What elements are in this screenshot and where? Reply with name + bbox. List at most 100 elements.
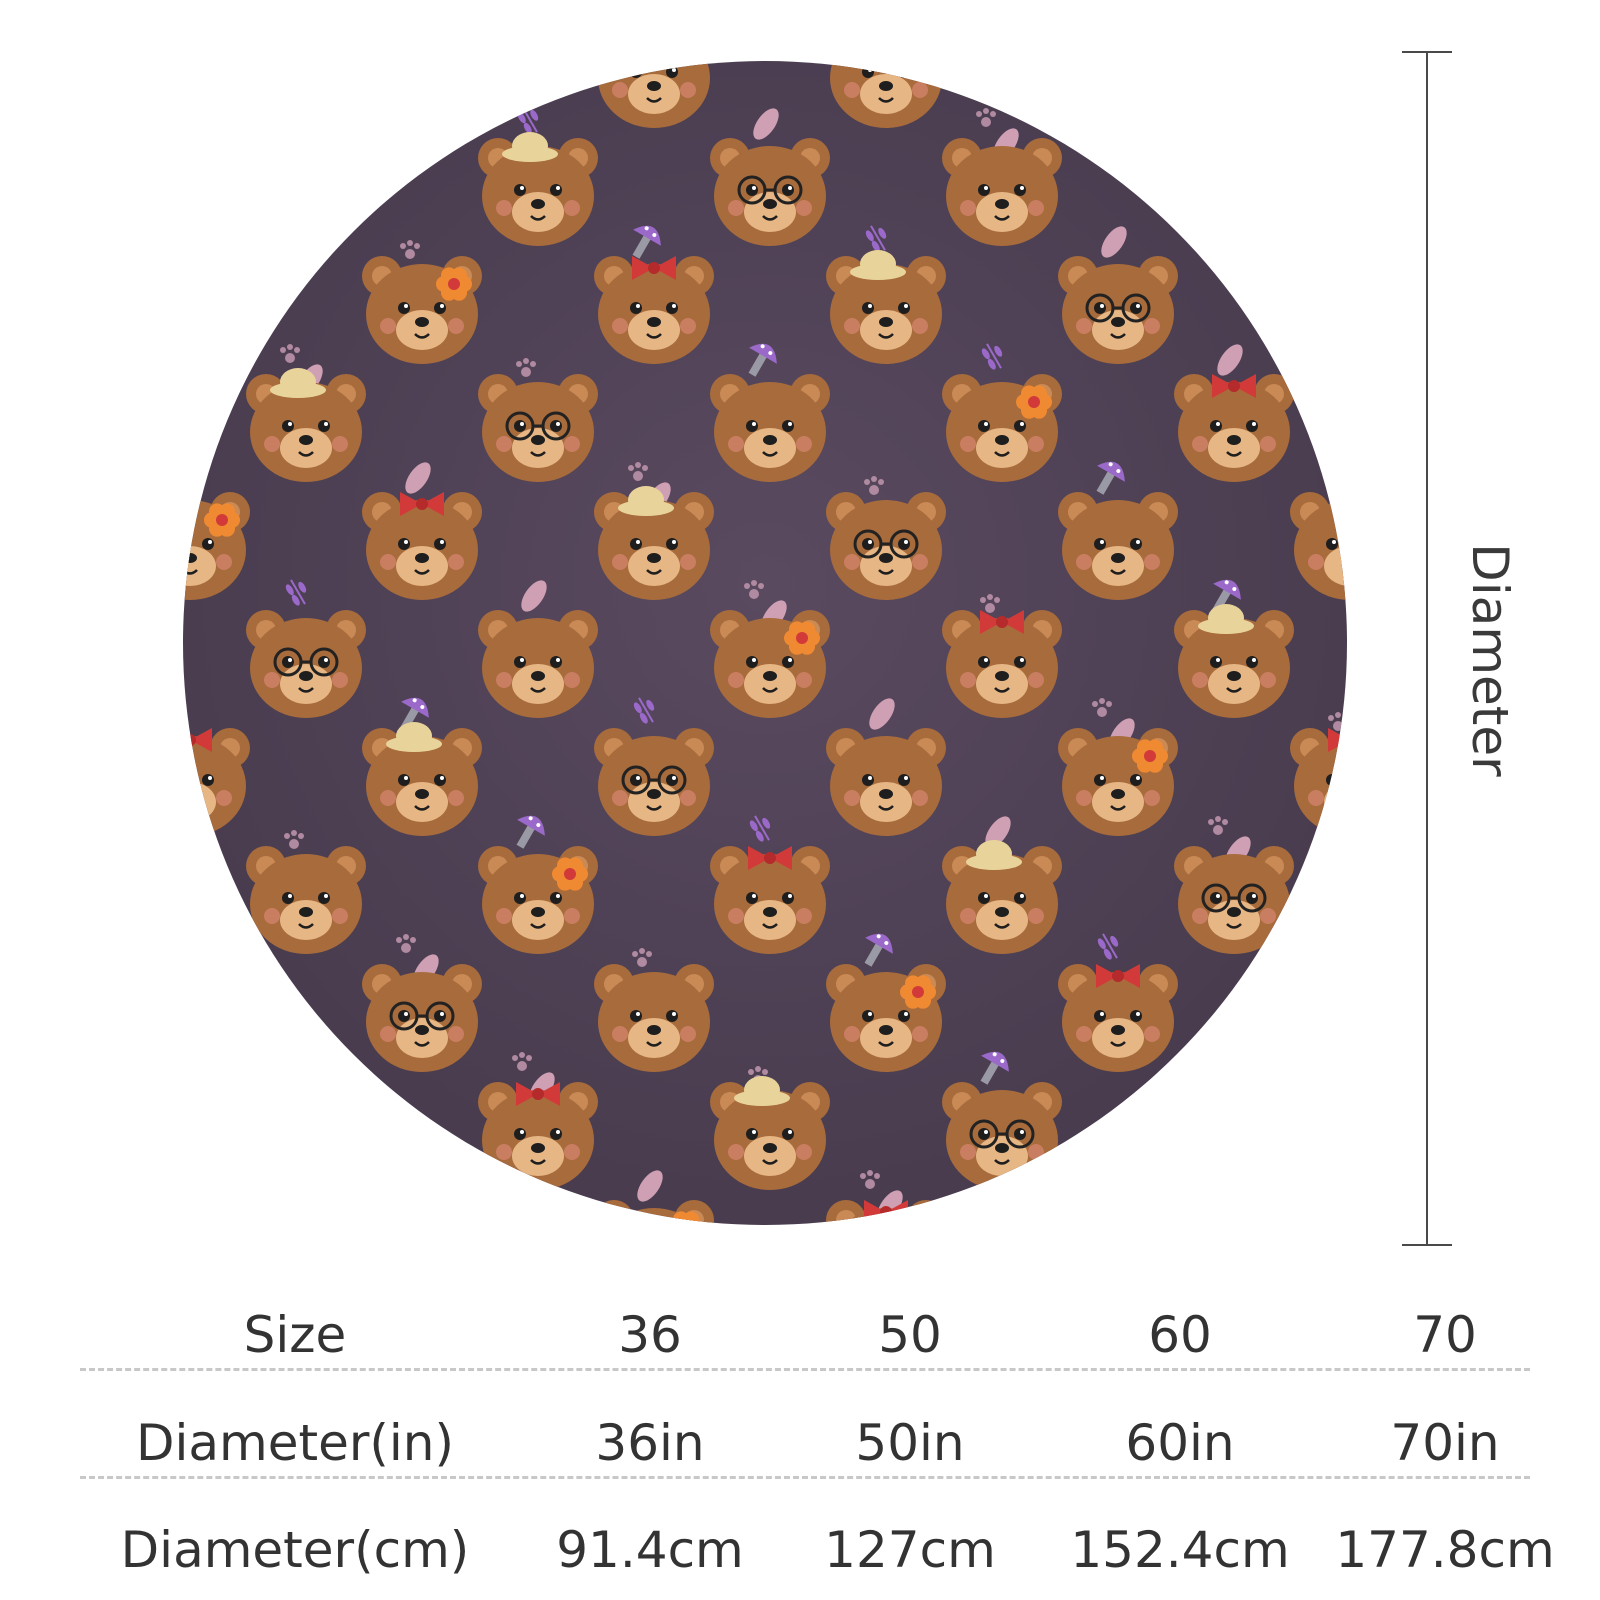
- glasses-icon: [621, 765, 687, 795]
- size-value: 60: [1148, 1306, 1212, 1364]
- bow-icon: [1328, 728, 1347, 752]
- mushroom-icon: [748, 343, 777, 377]
- bear-face-icon: [1174, 604, 1294, 718]
- paw-print-icon: [1208, 816, 1228, 835]
- flower-icon: [1016, 385, 1052, 419]
- size-value: 50: [878, 1306, 942, 1364]
- sprig-icon: [401, 1169, 423, 1196]
- paw-print-icon: [183, 715, 188, 721]
- hat-icon: [966, 840, 1022, 870]
- bear-face-icon: [594, 256, 714, 364]
- sprig-icon: [1329, 461, 1347, 488]
- leaf-icon: [289, 1052, 315, 1084]
- glasses-icon: [273, 647, 339, 677]
- bear-face-icon: [478, 846, 598, 954]
- bear-face-icon: [246, 610, 366, 718]
- mushroom-icon: [1328, 1169, 1347, 1203]
- bear-face-icon: [183, 958, 250, 1072]
- flower-icon: [204, 503, 240, 537]
- paw-print-icon: [744, 580, 764, 599]
- bear-face-icon: [1058, 964, 1178, 1072]
- bear-face-icon: [1294, 61, 1347, 128]
- sprig-icon: [633, 697, 655, 724]
- table-divider: [80, 1476, 1530, 1479]
- leaf-icon: [183, 934, 199, 966]
- bow-icon: [284, 138, 328, 162]
- flower-icon: [1248, 149, 1284, 183]
- bear-face-icon: [366, 61, 478, 128]
- paw-print-icon: [864, 476, 884, 495]
- diameter-label: Diameter: [1461, 543, 1519, 777]
- bear-face-icon: [826, 250, 946, 364]
- glasses-icon: [1317, 61, 1347, 87]
- bear-face-icon: [710, 610, 830, 718]
- bear-face-icon: [1174, 846, 1294, 954]
- bear-face-icon: [1290, 492, 1347, 600]
- diameter-cm-value: 127cm: [824, 1521, 996, 1579]
- bear-face-icon: [942, 138, 1062, 246]
- bear-face-icon: [1290, 1200, 1347, 1225]
- glasses-icon: [505, 411, 571, 441]
- leaf-icon: [521, 580, 547, 612]
- bear-face-icon: [1174, 374, 1294, 482]
- bear-face-icon: [1174, 138, 1294, 246]
- leaf-icon: [869, 698, 895, 730]
- sprig-icon: [1097, 933, 1119, 960]
- mushroom-icon: [183, 1169, 197, 1203]
- bear-face-icon: [826, 728, 946, 836]
- hat-icon: [183, 958, 210, 988]
- bear-face-icon: [942, 374, 1062, 482]
- sprig-icon: [183, 461, 191, 488]
- diameter-cm-label: Diameter(cm): [120, 1521, 470, 1579]
- hat-icon: [1198, 604, 1254, 634]
- bear-face-icon: [1058, 256, 1178, 364]
- paw-print-icon: [1096, 1184, 1116, 1203]
- mushroom-icon: [632, 225, 661, 259]
- mushroom-icon: [864, 933, 893, 967]
- diameter-in-value: 70in: [1390, 1414, 1500, 1472]
- paw-print-icon: [516, 358, 536, 377]
- glasses-icon: [853, 529, 919, 559]
- diameter-in-value: 60in: [1125, 1414, 1235, 1472]
- hat-icon: [270, 368, 326, 398]
- size-header: Size: [243, 1306, 347, 1364]
- paw-print-icon: [860, 1170, 880, 1189]
- glasses-icon: [1201, 883, 1267, 913]
- paw-print-icon: [980, 594, 1000, 613]
- dimension-cap-bottom: [1402, 1244, 1452, 1246]
- size-value: 70: [1413, 1306, 1477, 1364]
- bear-face-icon: [246, 138, 366, 246]
- flower-icon: [673, 61, 699, 65]
- hat-icon: [850, 250, 906, 280]
- bear-face-icon: [594, 486, 714, 600]
- bear-face-icon: [710, 846, 830, 954]
- bear-face-icon: [478, 374, 598, 482]
- flower-icon: [552, 857, 588, 891]
- paw-print-icon: [632, 948, 652, 967]
- bear-face-icon: [478, 132, 598, 246]
- bear-face-icon: [246, 368, 366, 482]
- bear-face-icon: [362, 256, 482, 364]
- bear-face-icon: [594, 728, 714, 836]
- diameter-cm-value: 91.4cm: [556, 1521, 744, 1579]
- leaf-icon: [985, 816, 1011, 848]
- bear-face-icon: [1062, 61, 1174, 128]
- bear-face-icon: [1058, 728, 1178, 836]
- bow-icon: [400, 492, 444, 516]
- leaf-icon: [1333, 934, 1347, 966]
- paw-print-icon: [512, 1052, 532, 1071]
- sprig-icon: [981, 343, 1003, 370]
- paw-print-icon: [976, 108, 996, 127]
- bow-icon: [516, 1082, 560, 1106]
- bear-face-icon: [362, 964, 482, 1072]
- diameter-cm-value: 152.4cm: [1070, 1521, 1290, 1579]
- bear-face-icon: [1058, 492, 1178, 600]
- diameter-in-label: Diameter(in): [135, 1414, 455, 1472]
- bear-face-icon: [362, 1200, 482, 1225]
- bear-face-icon: [710, 138, 830, 246]
- bear-face-icon: [246, 846, 366, 954]
- bear-face-icon: [710, 374, 830, 482]
- bear-face-icon: [1058, 1194, 1178, 1225]
- bear-pattern-rug: [183, 61, 1347, 1225]
- table-divider: [80, 1368, 1530, 1371]
